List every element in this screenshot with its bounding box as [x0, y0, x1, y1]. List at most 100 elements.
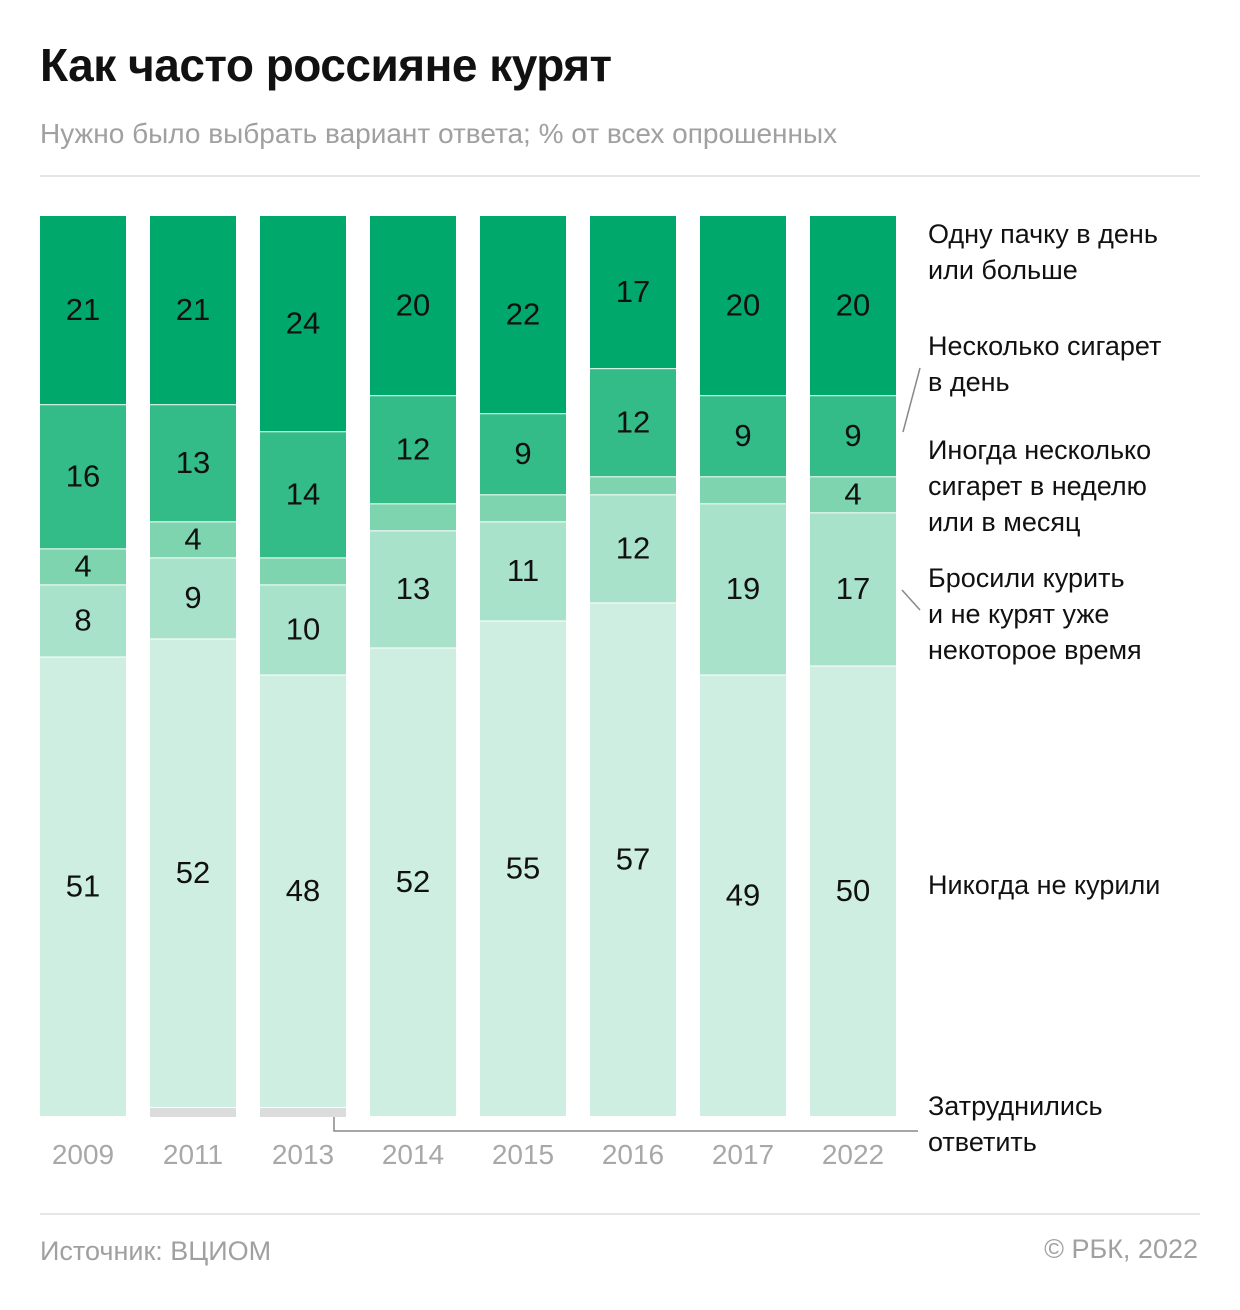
legend-hard-to-answer: Затруднились ответить [928, 1091, 1103, 1157]
value-label-sometimes-2009: 4 [74, 549, 91, 584]
value-label-several_day-2014: 12 [396, 431, 430, 466]
value-label-sometimes-2022: 4 [844, 476, 861, 511]
bar-segment-hard-2011 [150, 1107, 236, 1117]
bottom-divider [40, 1213, 1200, 1215]
bar-segment-several_day-2009 [40, 405, 126, 550]
value-label-quit-2014: 13 [396, 571, 430, 606]
value-label-several_day-2015: 9 [514, 436, 531, 471]
value-label-several_day-2009: 16 [66, 458, 100, 493]
value-label-never-2014: 52 [396, 864, 430, 899]
value-label-pack-2014: 20 [396, 287, 430, 322]
bar-segment-pack-2022 [810, 216, 896, 397]
bar-segment-pack-2017 [700, 216, 786, 397]
chart-title: Как часто россияне курят [40, 39, 612, 91]
bar-segment-sometimes-2016 [590, 477, 676, 496]
legend-pack: Одну пачку в день или больше [928, 219, 1158, 285]
legend-quit: Бросили курить и не курят уже некоторое … [928, 563, 1142, 665]
bar-segment-quit-2016 [590, 495, 676, 604]
value-label-never-2017: 49 [726, 877, 760, 912]
bar-segment-hard-2013 [260, 1107, 346, 1117]
bar-segment-pack-2011 [150, 216, 236, 406]
leader-line-hard-to-answer [333, 1117, 918, 1132]
value-label-pack-2022: 20 [836, 287, 870, 322]
legend-never: Никогда не курили [928, 870, 1161, 900]
value-label-quit-2015: 11 [507, 553, 539, 588]
value-label-never-2011: 52 [176, 855, 210, 890]
bar-segment-quit-2013 [260, 585, 346, 676]
value-label-quit-2013: 10 [286, 612, 320, 647]
bar-segment-sometimes-2022 [810, 477, 896, 514]
bar-segment-several_day-2013 [260, 432, 346, 559]
bar-segment-sometimes-2014 [370, 504, 456, 532]
bar-segment-never-2015 [480, 621, 566, 1117]
bar-segment-never-2011 [150, 639, 236, 1108]
bar-segment-sometimes-2011 [150, 522, 236, 559]
value-label-quit-2016: 12 [616, 531, 650, 566]
value-label-pack-2016: 17 [616, 274, 650, 309]
value-label-pack-2015: 22 [506, 296, 540, 331]
value-label-pack-2011: 21 [176, 292, 210, 327]
chart-subtitle: Нужно было выбрать вариант ответа; % от … [40, 118, 838, 149]
bar-segment-never-2014 [370, 648, 456, 1117]
bar-segment-sometimes-2009 [40, 549, 126, 586]
segment-divider [590, 1116, 676, 1118]
value-label-several_day-2017: 9 [734, 418, 751, 453]
value-label-quit-2017: 19 [726, 571, 760, 606]
bar-segment-sometimes-2017 [700, 477, 786, 505]
value-label-quit-2011: 9 [184, 580, 201, 615]
segment-divider [700, 1116, 786, 1118]
x-tick-label-2016: 2016 [602, 1139, 664, 1170]
value-label-pack-2017: 20 [726, 287, 760, 322]
value-label-pack-2013: 24 [286, 305, 320, 340]
bar-segment-pack-2015 [480, 216, 566, 415]
bar-segment-quit-2009 [40, 585, 126, 658]
value-label-quit-2022: 17 [836, 571, 870, 606]
value-label-never-2009: 51 [66, 868, 100, 903]
bar-segment-never-2022 [810, 666, 896, 1117]
leader-line-quit [901, 589, 921, 611]
x-tick-label-2022: 2022 [822, 1139, 884, 1170]
bar-segment-several_day-2015 [480, 414, 566, 496]
x-tick-label-2017: 2017 [712, 1139, 774, 1170]
bar-segment-several_day-2011 [150, 405, 236, 523]
bar-segment-pack-2009 [40, 216, 126, 406]
bar-segment-never-2016 [590, 603, 676, 1117]
value-label-never-2022: 50 [836, 873, 870, 908]
bar-segment-pack-2013 [260, 216, 346, 433]
x-tick-label-2009: 2009 [52, 1139, 114, 1170]
bar-segment-several_day-2017 [700, 396, 786, 478]
bar-segment-several_day-2014 [370, 396, 456, 505]
x-tick-label-2013: 2013 [272, 1139, 334, 1170]
bar-segment-quit-2022 [810, 513, 896, 667]
value-label-pack-2009: 21 [66, 292, 100, 327]
source-text: Источник: ВЦИОМ [40, 1236, 272, 1266]
segment-divider [370, 1116, 456, 1118]
x-tick-label-2015: 2015 [492, 1139, 554, 1170]
bar-segment-sometimes-2013 [260, 558, 346, 586]
x-tick-label-2011: 2011 [163, 1139, 223, 1170]
copyright-text: © РБК, 2022 [1044, 1234, 1198, 1264]
value-label-never-2016: 57 [616, 841, 650, 876]
bar-segment-quit-2017 [700, 504, 786, 676]
top-divider [40, 175, 1200, 177]
bar-segment-never-2013 [260, 675, 346, 1108]
bar-segment-pack-2014 [370, 216, 456, 397]
bar-segment-pack-2016 [590, 216, 676, 370]
legend-several-per-day: Несколько сигарет в день [928, 331, 1162, 397]
segment-divider [40, 1116, 126, 1118]
bar-segment-quit-2011 [150, 558, 236, 640]
x-tick-label-2014: 2014 [382, 1139, 444, 1170]
bar-segment-quit-2014 [370, 531, 456, 649]
bar-segment-never-2017 [700, 675, 786, 1117]
value-label-several_day-2013: 14 [286, 476, 320, 511]
value-label-several_day-2016: 12 [616, 404, 650, 439]
bar-segment-sometimes-2015 [480, 495, 566, 523]
value-label-several_day-2022: 9 [844, 418, 861, 453]
bar-segment-several_day-2016 [590, 369, 676, 478]
bar-segment-several_day-2022 [810, 396, 896, 478]
segment-divider [810, 1116, 896, 1118]
value-label-never-2013: 48 [286, 873, 320, 908]
bar-segment-quit-2015 [480, 522, 566, 622]
value-label-sometimes-2011: 4 [184, 522, 201, 557]
value-label-quit-2009: 8 [74, 603, 91, 638]
